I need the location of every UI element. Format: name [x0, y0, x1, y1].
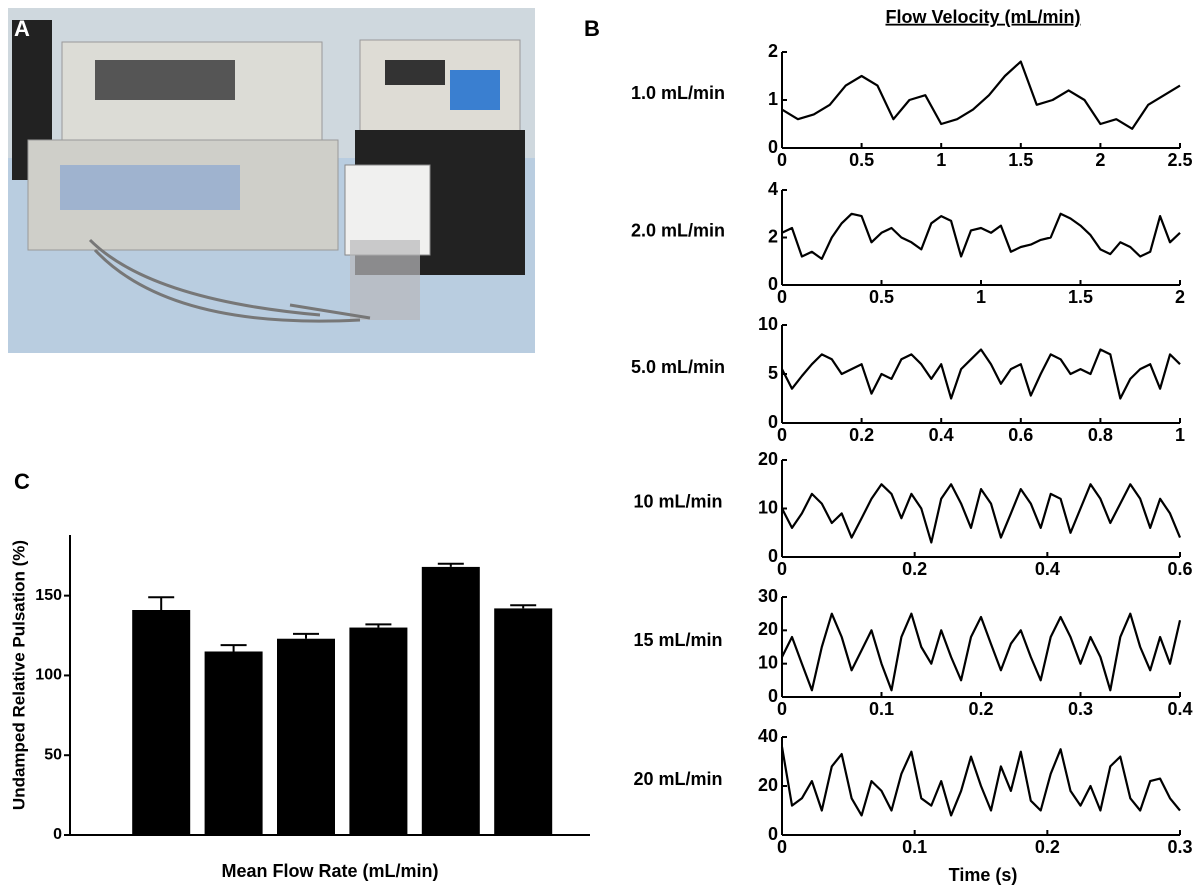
- x-tick-label: 0.2: [1035, 837, 1060, 857]
- x-tick-label: 0: [777, 699, 787, 719]
- x-tick-label: 0: [777, 150, 787, 170]
- error-bar: [510, 604, 537, 609]
- y-axis-label: Undamped Relative Pulsation (%): [9, 540, 28, 810]
- x-tick-label: 0.6: [1167, 559, 1192, 579]
- flow-trace: [781, 212, 1181, 260]
- x-axis-label: Time (s): [949, 865, 1018, 885]
- x-tick-label: 0: [777, 425, 787, 445]
- photo-pump-buttons: [450, 70, 500, 110]
- y-tick-label: 10: [758, 314, 778, 334]
- x-tick-label: 0.3: [1167, 837, 1192, 857]
- y-tick-label: 2: [768, 41, 778, 61]
- bar: [204, 651, 263, 835]
- y-tick-label: 50: [44, 746, 62, 763]
- x-tick-label: 0: [777, 837, 787, 857]
- y-tick-label: 20: [758, 619, 778, 639]
- photo-display: [95, 60, 235, 100]
- flow-trace: [781, 60, 1181, 130]
- x-tick-label: 0.1: [869, 699, 894, 719]
- error-bar: [365, 623, 392, 628]
- panel-label: C: [14, 469, 30, 494]
- y-tick-label: 0: [768, 824, 778, 844]
- y-tick-label: 0: [768, 274, 778, 294]
- y-tick-label: 100: [35, 667, 62, 684]
- flow-trace: [780, 746, 1181, 817]
- x-tick-label: 0: [777, 287, 787, 307]
- y-tick-label: 10: [758, 652, 778, 672]
- panel-label: B: [584, 16, 600, 41]
- y-tick-label: 150: [35, 587, 62, 604]
- y-tick-label: 0: [768, 546, 778, 566]
- error-bar: [293, 632, 319, 639]
- x-tick-label: 0.5: [869, 287, 894, 307]
- y-tick-label: 5: [768, 363, 778, 383]
- bar: [421, 566, 480, 835]
- row-label: 2.0 mL/min: [631, 220, 725, 240]
- x-tick-label: 2.5: [1167, 150, 1192, 170]
- x-tick-label: 0.6: [1008, 425, 1033, 445]
- x-axis-label: Mean Flow Rate (mL/min): [221, 861, 438, 881]
- x-tick-label: 2: [1095, 150, 1105, 170]
- x-tick-label: 0.5: [849, 150, 874, 170]
- x-tick-label: 0.4: [1035, 559, 1060, 579]
- x-tick-label: 1.5: [1068, 287, 1093, 307]
- bar: [349, 627, 408, 835]
- photo-panel: [60, 165, 240, 210]
- bar: [277, 638, 335, 835]
- y-tick-label: 20: [758, 775, 778, 795]
- y-tick-label: 1: [768, 89, 778, 109]
- row-label: 15 mL/min: [633, 630, 722, 650]
- x-tick-label: 0: [777, 559, 787, 579]
- x-tick-label: 1: [936, 150, 946, 170]
- photo: [8, 8, 535, 353]
- photo-shield: [350, 240, 420, 320]
- x-tick-label: 0.2: [968, 699, 993, 719]
- x-tick-label: 1: [976, 287, 986, 307]
- row-label: 1.0 mL/min: [631, 83, 725, 103]
- y-tick-label: 4: [768, 179, 778, 199]
- panel-label: A: [14, 16, 30, 41]
- bar: [132, 610, 191, 835]
- x-tick-label: 0.2: [902, 559, 927, 579]
- x-tick-label: 2: [1175, 287, 1185, 307]
- x-tick-label: 0.1: [902, 837, 927, 857]
- x-tick-label: 0.8: [1088, 425, 1113, 445]
- photo-pump-display: [385, 60, 445, 85]
- y-tick-label: 30: [758, 586, 778, 606]
- error-bar: [220, 644, 247, 652]
- error-bar: [148, 596, 175, 610]
- y-tick-label: 0: [768, 686, 778, 706]
- bar: [494, 608, 553, 835]
- x-tick-label: 0.2: [849, 425, 874, 445]
- y-tick-label: 0: [53, 826, 62, 843]
- x-tick-label: 1.5: [1008, 150, 1033, 170]
- flow-trace: [781, 483, 1182, 544]
- y-tick-label: 0: [768, 137, 778, 157]
- y-tick-label: 10: [758, 497, 778, 517]
- x-tick-label: 1: [1175, 425, 1185, 445]
- y-tick-label: 40: [758, 726, 778, 746]
- y-tick-label: 0: [768, 412, 778, 432]
- x-tick-label: 0.4: [1167, 699, 1192, 719]
- row-label: 20 mL/min: [633, 769, 722, 789]
- y-tick-label: 20: [758, 449, 778, 469]
- flow-trace: [781, 612, 1182, 692]
- flow-trace: [781, 348, 1181, 400]
- row-label: 10 mL/min: [633, 491, 722, 511]
- x-tick-label: 0.4: [929, 425, 954, 445]
- x-tick-label: 0.3: [1068, 699, 1093, 719]
- photo-cables: [88, 238, 371, 323]
- row-label: 5.0 mL/min: [631, 357, 725, 377]
- panel-title: Flow Velocity (mL/min): [885, 7, 1080, 27]
- y-tick-label: 2: [768, 226, 778, 246]
- error-bar: [437, 562, 464, 567]
